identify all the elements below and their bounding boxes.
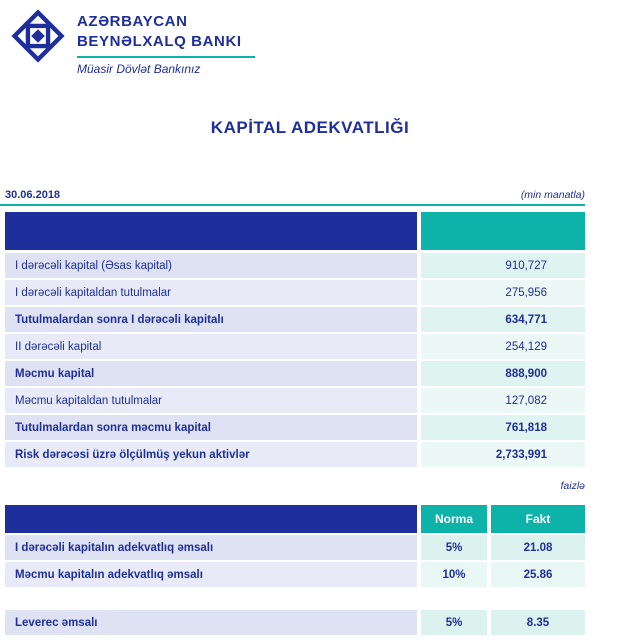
row-label: Leverec əmsalı xyxy=(5,610,417,635)
ratio-header-label-cell xyxy=(5,505,417,533)
row-value: 127,082 xyxy=(421,388,585,413)
row-label: Məcmu kapital xyxy=(5,361,417,386)
row-norma: 10% xyxy=(421,562,487,587)
table-row-leverage: Leverec əmsalı 5% 8.35 xyxy=(5,610,585,635)
row-value: 910,727 xyxy=(421,253,585,278)
row-norma: 5% xyxy=(421,610,487,635)
row-label: II dərəcəli kapital xyxy=(5,334,417,359)
table-row: Tutulmalardan sonra I dərəcəli kapitalı … xyxy=(5,307,585,332)
capital-header-value-cell xyxy=(421,212,585,250)
row-label: Tutulmalardan sonra I dərəcəli kapitalı xyxy=(5,307,417,332)
row-label: Məcmu kapitalın adekvatlıq əmsalı xyxy=(5,562,417,587)
brand-header: AZƏRBAYCAN BEYNƏLXALQ BANKI Müasir Dövlə… xyxy=(10,8,255,76)
page-title: KAPİTAL ADEKVATLIĞI xyxy=(210,118,410,137)
table-row: I dərəcəli kapital (Əsas kapital) 910,72… xyxy=(5,253,585,278)
row-label: I dərəcəli kapitaldan tutulmalar xyxy=(5,280,417,305)
row-fakt: 25.86 xyxy=(491,562,585,587)
row-fakt: 21.08 xyxy=(491,535,585,560)
ratio-header-fakt: Fakt xyxy=(491,505,585,533)
ratio-table: Norma Fakt I dərəcəli kapitalın adekvatl… xyxy=(5,505,585,637)
table-row: Tutulmalardan sonra məcmu kapital 761,81… xyxy=(5,415,585,440)
teal-divider xyxy=(0,204,585,206)
row-norma: 5% xyxy=(421,535,487,560)
table-row: Məcmu kapital 888,900 xyxy=(5,361,585,386)
row-value: 888,900 xyxy=(421,361,585,386)
percent-note: faizlə xyxy=(560,480,585,492)
row-value: 275,956 xyxy=(421,280,585,305)
capital-header-label-cell xyxy=(5,212,417,250)
meta-row: 30.06.2018 (min manatla) xyxy=(5,189,585,201)
table-row: Məcmu kapitaldan tutulmalar 127,082 xyxy=(5,388,585,413)
bank-logo-icon xyxy=(11,9,65,63)
table-row: I dərəcəli kapitalın adekvatlıq əmsalı 5… xyxy=(5,535,585,560)
brand-text: AZƏRBAYCAN BEYNƏLXALQ BANKI Müasir Dövlə… xyxy=(77,8,255,76)
row-value: 634,771 xyxy=(421,307,585,332)
unit-note: (min manatla) xyxy=(520,189,585,201)
row-label: Risk dərəcəsi üzrə ölçülmüş yekun aktivl… xyxy=(5,442,417,467)
row-value: 761,818 xyxy=(421,415,585,440)
bank-name-line1: AZƏRBAYCAN xyxy=(77,13,188,30)
bank-tagline: Müasir Dövlət Bankınız xyxy=(77,62,201,76)
ratio-header-norma: Norma xyxy=(421,505,487,533)
report-date: 30.06.2018 xyxy=(5,189,61,201)
row-fakt: 8.35 xyxy=(491,610,585,635)
row-value: 254,129 xyxy=(421,334,585,359)
capital-table-header xyxy=(5,212,585,250)
bank-name-line2: BEYNƏLXALQ BANKI xyxy=(77,32,242,50)
row-label: Tutulmalardan sonra məcmu kapital xyxy=(5,415,417,440)
tagline-divider xyxy=(77,56,255,58)
table-row: I dərəcəli kapitaldan tutulmalar 275,956 xyxy=(5,280,585,305)
row-label: I dərəcəli kapitalın adekvatlıq əmsalı xyxy=(5,535,417,560)
table-row: II dərəcəli kapital 254,129 xyxy=(5,334,585,359)
capital-table: I dərəcəli kapital (Əsas kapital) 910,72… xyxy=(5,212,585,469)
table-row: Məcmu kapitalın adekvatlıq əmsalı 10% 25… xyxy=(5,562,585,587)
table-row: Risk dərəcəsi üzrə ölçülmüş yekun aktivl… xyxy=(5,442,585,467)
row-label: I dərəcəli kapital (Əsas kapital) xyxy=(5,253,417,278)
row-label: Məcmu kapitaldan tutulmalar xyxy=(5,388,417,413)
ratio-table-header: Norma Fakt xyxy=(5,505,585,533)
row-value: 2,733,991 xyxy=(421,442,585,467)
